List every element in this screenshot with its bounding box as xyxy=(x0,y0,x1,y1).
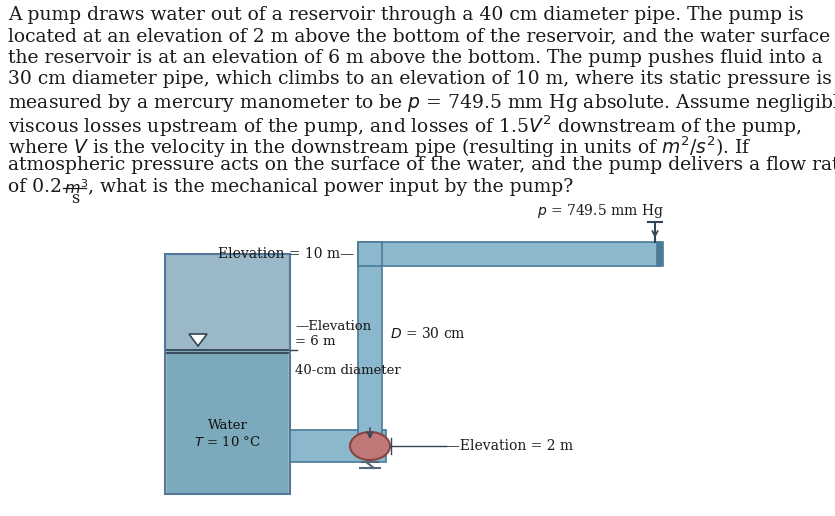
Text: Water
$T$ = 10 °C: Water $T$ = 10 °C xyxy=(195,420,261,448)
Bar xyxy=(167,350,288,493)
Text: measured by a mercury manometer to be $p$ = 749.5 mm Hg absolute. Assume negligi: measured by a mercury manometer to be $p… xyxy=(8,92,835,114)
Text: viscous losses upstream of the pump, and losses of 1.5$V^2$ downstream of the pu: viscous losses upstream of the pump, and… xyxy=(8,114,802,139)
Text: the reservoir is at an elevation of 6 m above the bottom. The pump pushes fluid : the reservoir is at an elevation of 6 m … xyxy=(8,49,822,67)
Text: $m^3$: $m^3$ xyxy=(64,179,89,198)
Text: located at an elevation of 2 m above the bottom of the reservoir, and the water : located at an elevation of 2 m above the… xyxy=(8,27,835,45)
Text: atmospheric pressure acts on the surface of the water, and the pump delivers a f: atmospheric pressure acts on the surface… xyxy=(8,156,835,174)
Ellipse shape xyxy=(350,432,390,460)
Text: s: s xyxy=(71,190,79,207)
Text: , what is the mechanical power input by the pump?: , what is the mechanical power input by … xyxy=(88,178,574,196)
Bar xyxy=(657,242,663,266)
Bar xyxy=(358,242,382,434)
Polygon shape xyxy=(189,334,207,346)
Text: —Elevation
= 6 m: —Elevation = 6 m xyxy=(295,320,371,348)
Text: A pump draws water out of a reservoir through a 40 cm diameter pipe. The pump is: A pump draws water out of a reservoir th… xyxy=(8,6,804,24)
Bar xyxy=(358,242,382,266)
Text: —Elevation = 2 m: —Elevation = 2 m xyxy=(446,439,573,453)
Text: 30 cm diameter pipe, which climbs to an elevation of 10 m, where its static pres: 30 cm diameter pipe, which climbs to an … xyxy=(8,71,832,89)
Text: $D$ = 30 cm: $D$ = 30 cm xyxy=(390,326,466,341)
Text: 40-cm diameter: 40-cm diameter xyxy=(295,364,401,377)
Text: where $V$ is the velocity in the downstream pipe (resulting in units of $m^2/s^2: where $V$ is the velocity in the downstr… xyxy=(8,135,752,160)
Text: Elevation = 10 m—: Elevation = 10 m— xyxy=(218,247,354,261)
Bar xyxy=(290,430,386,462)
Text: $p$ = 749.5 mm Hg: $p$ = 749.5 mm Hg xyxy=(537,202,664,220)
Text: of 0.2: of 0.2 xyxy=(8,178,68,196)
Bar xyxy=(381,242,660,266)
Bar xyxy=(165,254,290,494)
